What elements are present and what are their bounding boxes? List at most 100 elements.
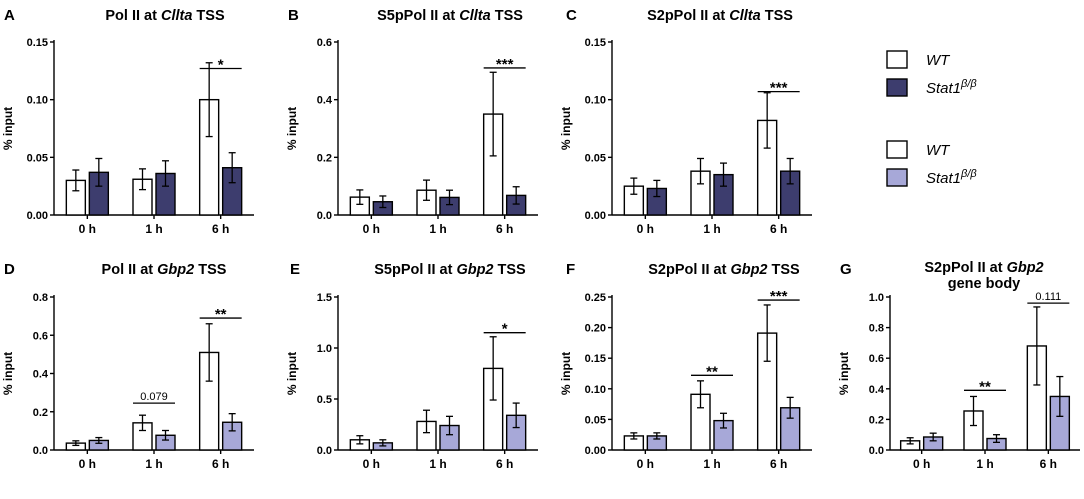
y-axis-label: % input	[1, 107, 15, 150]
legend-label-text: WT	[926, 142, 951, 159]
legend: WT Stat1β/β WT Stat1β/β	[886, 50, 977, 187]
legend-label-text: WT	[926, 52, 951, 69]
panel-title-line2: gene body	[948, 276, 1021, 292]
y-tick-label: 0.8	[33, 292, 48, 304]
panel-title: Pol II at Cllta TSS	[105, 8, 225, 24]
title-segment: TSS	[768, 262, 801, 278]
legend-label: Stat1β/β	[926, 168, 977, 187]
y-axis-label: % input	[837, 352, 851, 395]
y-tick-label: 0.0	[869, 445, 884, 457]
significance-label: **	[215, 306, 227, 323]
y-tick-label: 1.5	[317, 292, 332, 304]
y-tick-label: 0.4	[869, 384, 885, 396]
y-axis-label: % input	[1, 352, 15, 395]
panel-F: F S2pPol II at Gbp2 TSS 0.00 0.05 0.10 0.15 0.…	[559, 261, 812, 471]
panel-D: D Pol II at Gbp2 TSS 0.0 0.2 0.4 0.6 0.8 % inpu…	[1, 261, 254, 471]
y-tick-label: 0.05	[585, 152, 606, 164]
x-category-label: 0 h	[79, 222, 96, 236]
panel-A: A Pol II at Cllta TSS 0.00 0.05 0.10 0.15 % in…	[1, 7, 254, 236]
y-tick-label: 0.10	[585, 95, 606, 107]
title-segment: TSS	[192, 8, 225, 24]
significance-label: ***	[496, 56, 514, 73]
title-segment: Cllta	[161, 8, 192, 24]
panel-letter: G	[840, 261, 852, 278]
y-tick-label: 0.4	[317, 95, 333, 107]
y-tick-label: 1.0	[317, 343, 332, 355]
title-segment: Pol II at	[105, 8, 161, 24]
significance-label: **	[979, 378, 991, 395]
x-category-label: 6 h	[496, 457, 513, 471]
y-tick-label: 0.15	[27, 37, 48, 49]
y-tick-label: 0.6	[33, 330, 48, 342]
panel-C: C S2pPol II at Cllta TSS 0.00 0.05 0.10 0.15%…	[559, 7, 812, 236]
panel-title: Pol II at Gbp2 TSS	[102, 262, 227, 278]
legend-label-text: Stat1	[926, 80, 961, 97]
y-tick-label: 0.6	[317, 37, 332, 49]
y-axis-label: % input	[285, 107, 299, 150]
y-tick-label: 0.0	[317, 445, 332, 457]
y-axis-label: % input	[285, 352, 299, 395]
x-category-label: 6 h	[212, 222, 229, 236]
title-segment: Pol II at	[102, 262, 158, 278]
title-segment: Cllta	[729, 8, 760, 24]
legend-swatch	[886, 140, 908, 159]
x-category-label: 0 h	[637, 222, 654, 236]
x-category-label: 1 h	[145, 222, 162, 236]
x-category-label: 1 h	[429, 222, 446, 236]
x-category-label: 6 h	[496, 222, 513, 236]
title-segment: TSS	[194, 262, 227, 278]
y-tick-label: 0.4	[33, 369, 49, 381]
legend-label: WT	[926, 142, 951, 159]
title-segment: S5pPol II at	[377, 8, 459, 24]
x-category-label: 6 h	[770, 222, 787, 236]
x-category-label: 0 h	[79, 457, 96, 471]
y-tick-label: 0.15	[585, 353, 606, 365]
y-tick-label: 0.20	[585, 323, 606, 335]
panel-title: S2pPol II at Gbp2	[924, 260, 1043, 276]
title-segment: Gbp2	[730, 262, 767, 278]
significance-label: *	[502, 321, 508, 338]
y-tick-label: 0.25	[585, 292, 606, 304]
y-tick-label: 0.8	[869, 323, 884, 335]
title-segment: S2pPol II at	[924, 260, 1006, 276]
x-category-label: 1 h	[976, 457, 993, 471]
panel-title: S5pPol II at Cllta TSS	[377, 8, 523, 24]
y-tick-label: 1.0	[869, 292, 884, 304]
panel-letter: E	[290, 261, 300, 278]
x-category-label: 0 h	[913, 457, 930, 471]
panel-letter: A	[4, 7, 15, 24]
legend-label: Stat1β/β	[926, 78, 977, 97]
x-category-label: 1 h	[703, 222, 720, 236]
title-segment: Gbp2	[157, 262, 194, 278]
title-segment: S5pPol II at	[374, 262, 456, 278]
y-axis-label: % input	[559, 352, 573, 395]
significance-label: *	[218, 57, 224, 74]
title-segment: TSS	[491, 8, 524, 24]
panel-letter: F	[566, 261, 575, 278]
y-tick-label: 0.05	[585, 414, 606, 426]
y-tick-label: 0.05	[27, 152, 48, 164]
y-tick-label: 0.00	[27, 210, 48, 222]
significance-label: ***	[770, 80, 788, 97]
x-category-label: 0 h	[637, 457, 654, 471]
x-category-label: 1 h	[429, 457, 446, 471]
y-tick-label: 0.0	[33, 445, 48, 457]
legend-swatch	[886, 78, 908, 97]
y-tick-label: 0.00	[585, 445, 606, 457]
y-tick-label: 0.00	[585, 210, 606, 222]
x-category-label: 0 h	[363, 457, 380, 471]
significance-label: 0.111	[1035, 291, 1061, 303]
y-tick-label: 0.2	[33, 407, 48, 419]
title-segment: S2pPol II at	[648, 262, 730, 278]
title-segment: Cllta	[459, 8, 490, 24]
y-tick-label: 0.2	[869, 414, 884, 426]
legend-label-sup: β/β	[960, 78, 977, 90]
panel-title: S2pPol II at Gbp2 TSS	[648, 262, 800, 278]
panel-title: S2pPol II at Cllta TSS	[647, 8, 793, 24]
x-category-label: 0 h	[363, 222, 380, 236]
x-category-label: 1 h	[145, 457, 162, 471]
x-category-label: 6 h	[1040, 457, 1057, 471]
title-segment: S2pPol II at	[647, 8, 729, 24]
